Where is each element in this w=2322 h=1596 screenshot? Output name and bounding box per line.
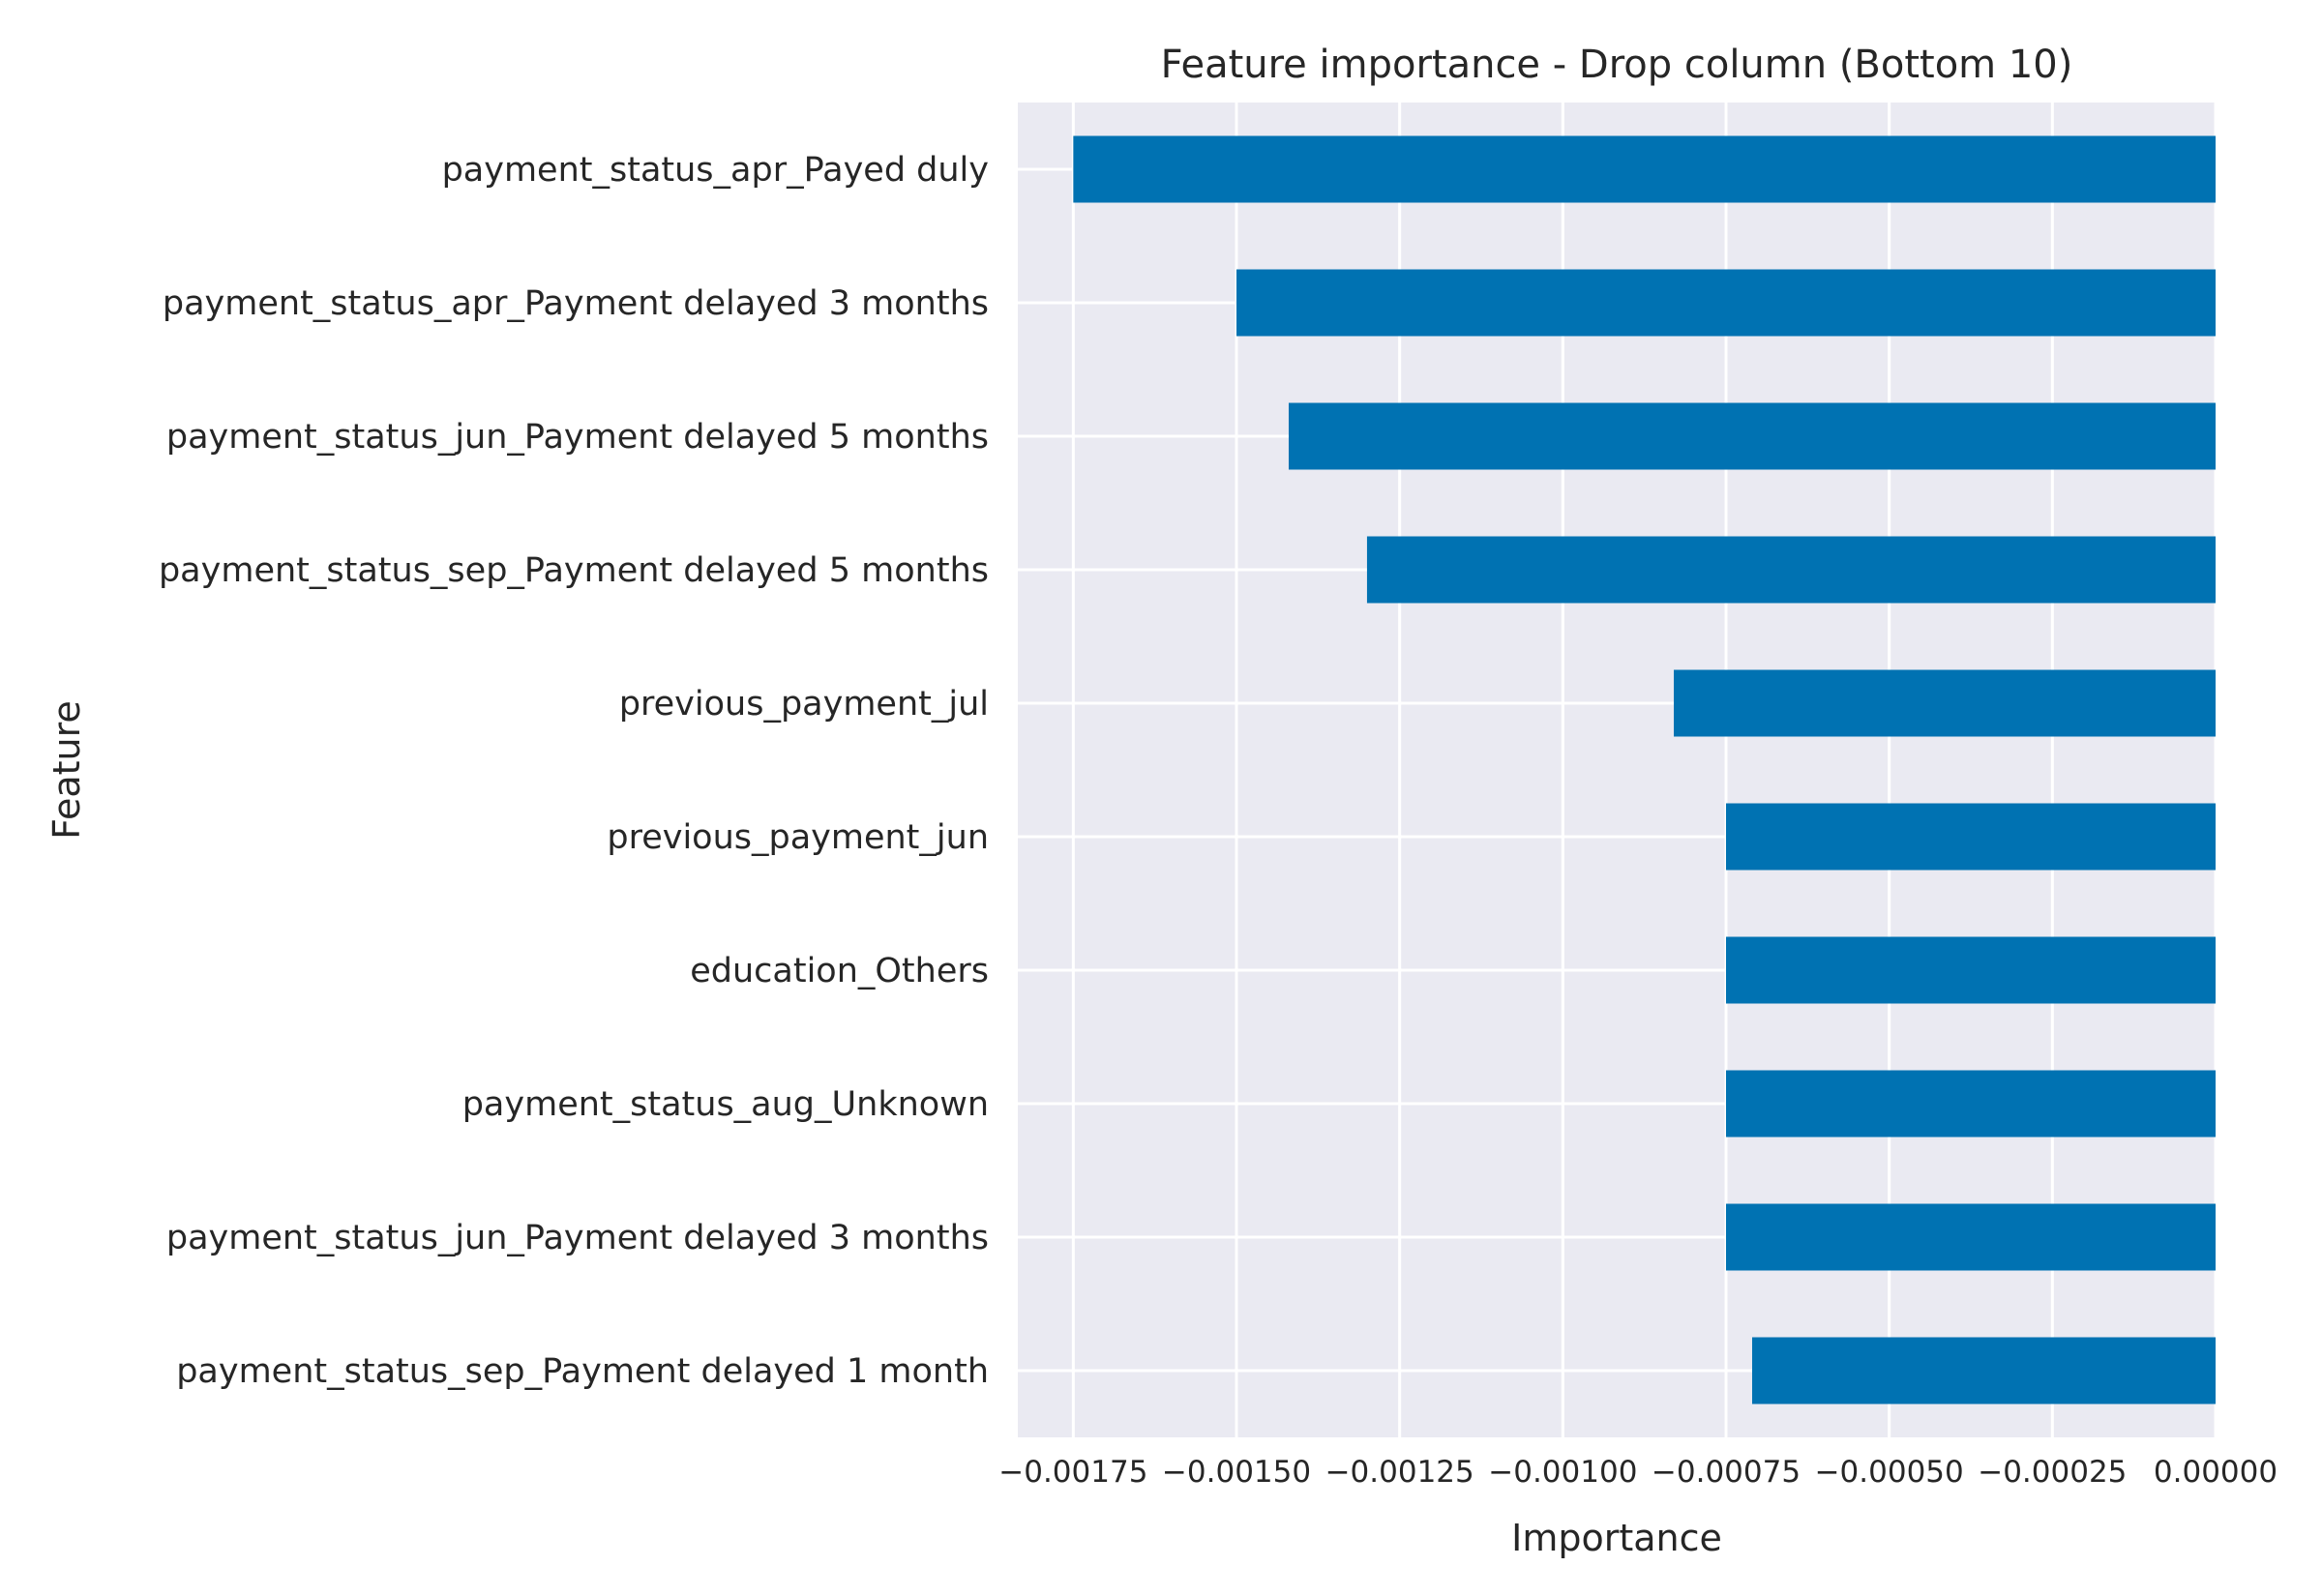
- y-tick-label: payment_status_apr_Payment delayed 3 mon…: [163, 284, 989, 323]
- y-tick-label: payment_status_sep_Payment delayed 5 mon…: [159, 551, 989, 590]
- bar: [1288, 402, 2216, 470]
- bar: [1726, 936, 2216, 1004]
- bar: [1726, 803, 2216, 871]
- y-tick-label: payment_status_jun_Payment delayed 3 mon…: [166, 1219, 989, 1257]
- bars: [1073, 135, 2216, 1404]
- y-tick-label: payment_status_jun_Payment delayed 5 mon…: [166, 418, 989, 457]
- bar: [1073, 135, 2216, 203]
- x-tick-label: −0.00075: [1652, 1455, 1801, 1490]
- y-tick-label: education_Others: [690, 952, 989, 990]
- x-tick-label: −0.00150: [1162, 1455, 1311, 1490]
- chart-title: Feature importance - Drop column (Bottom…: [1161, 43, 2073, 87]
- y-tick-labels: payment_status_apr_Payed duly payment_sta…: [159, 151, 989, 1391]
- x-tick-label: 0.00000: [2154, 1455, 2277, 1490]
- bar: [1751, 1337, 2216, 1404]
- y-tick-label: payment_status_apr_Payed duly: [442, 151, 989, 190]
- bar: [1674, 669, 2216, 737]
- y-tick-label: payment_status_aug_Unknown: [462, 1085, 989, 1124]
- bar: [1726, 1203, 2216, 1271]
- x-tick-label: −0.00100: [1488, 1455, 1637, 1490]
- x-tick-label: −0.00175: [998, 1455, 1147, 1490]
- y-tick-label: payment_status_sep_Payment delayed 1 mon…: [176, 1352, 989, 1391]
- x-tick-label: −0.00025: [1978, 1455, 2127, 1490]
- x-tick-label: −0.00125: [1325, 1455, 1474, 1490]
- x-tick-labels: −0.00175 −0.00150 −0.00125 −0.00100 −0.00075…: [998, 1455, 2277, 1490]
- x-axis-label: Importance: [1511, 1517, 1722, 1559]
- y-tick-label: previous_payment_jun: [607, 818, 989, 857]
- x-tick-label: −0.00050: [1815, 1455, 1964, 1490]
- bar: [1236, 269, 2216, 337]
- bar: [1726, 1070, 2216, 1138]
- y-tick-label: previous_payment_jul: [619, 685, 989, 724]
- y-axis-label: Feature: [45, 700, 88, 840]
- bar: [1366, 536, 2216, 604]
